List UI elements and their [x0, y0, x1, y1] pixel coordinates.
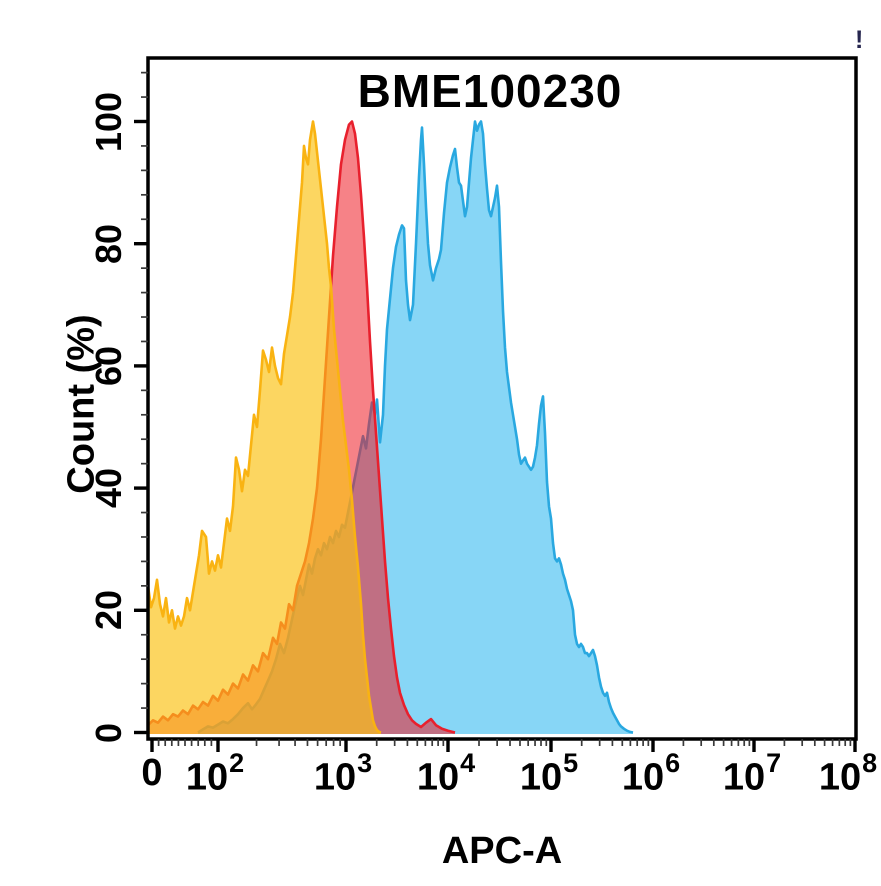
- chart-title: BME100230: [357, 65, 623, 117]
- x-tick-label: 104: [416, 748, 476, 799]
- x-tick-label: 102: [185, 748, 245, 799]
- yellow-histogram-fill: [148, 121, 381, 734]
- y-axis-label: Count (%): [60, 314, 103, 494]
- yellow-histogram-outline: [146, 120, 382, 734]
- plot-artifact-exclamation: !: [855, 26, 864, 54]
- histograms: [146, 120, 634, 734]
- x-axis-ticks: [150, 739, 857, 752]
- plot-frame: [146, 56, 858, 741]
- x-tick-label: 105: [519, 748, 579, 799]
- y-axis-ticks: [134, 71, 148, 735]
- x-tick-label: 108: [818, 748, 878, 799]
- red-histogram-fill: [148, 121, 455, 734]
- x-tick-label: 0: [141, 752, 163, 794]
- x-tick-label: 107: [722, 748, 782, 799]
- y-tick-label: 20: [88, 590, 129, 631]
- y-tick-label: 40: [88, 468, 129, 509]
- x-tick-label: 103: [313, 748, 373, 799]
- y-tick-label: 100: [88, 91, 129, 152]
- y-tick-label: 0: [88, 722, 129, 743]
- y-tick-label: 60: [88, 345, 129, 386]
- x-axis-label: APC-A: [441, 830, 563, 872]
- x-tick-label: 106: [621, 748, 681, 799]
- y-tick-label: 80: [88, 223, 129, 264]
